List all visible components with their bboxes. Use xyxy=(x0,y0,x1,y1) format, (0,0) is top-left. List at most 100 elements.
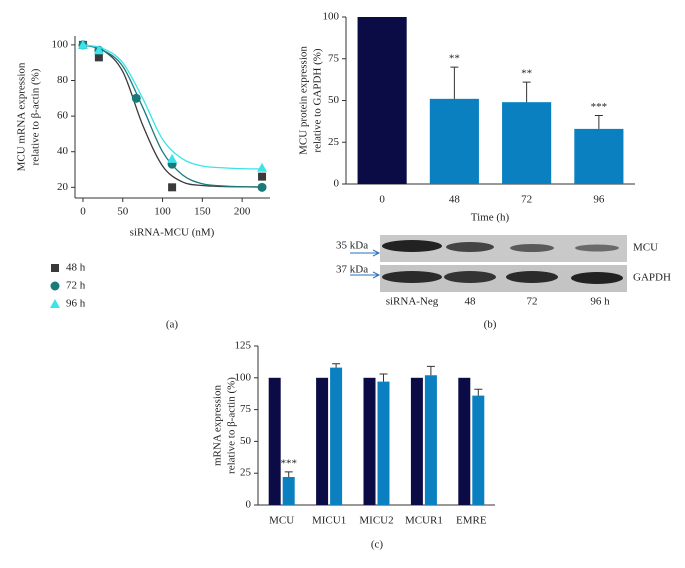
lane-label: 72 xyxy=(527,296,538,308)
x-tick-label: 150 xyxy=(194,206,211,218)
x-tick-label: 50 xyxy=(117,206,129,218)
y-tick-label: 0 xyxy=(246,499,252,511)
error-bar xyxy=(522,81,531,103)
point xyxy=(168,183,177,192)
significance: ** xyxy=(449,53,460,65)
bar xyxy=(377,381,390,505)
bar xyxy=(502,102,552,184)
error-bar xyxy=(426,365,435,376)
panel-label: (a) xyxy=(166,319,179,331)
point xyxy=(257,182,267,192)
point xyxy=(131,93,141,103)
y-tick-label: 0 xyxy=(334,178,340,190)
y-tick-label: 25 xyxy=(328,136,340,148)
panel-label: (b) xyxy=(484,319,497,331)
bar xyxy=(316,377,329,505)
bar xyxy=(357,17,407,184)
bar xyxy=(330,367,343,505)
x-tick-label: 200 xyxy=(234,206,251,218)
legend-label: 72 h xyxy=(66,280,86,292)
error-bar xyxy=(379,373,388,382)
y-tick-label: 50 xyxy=(240,435,252,447)
x-axis-label: siRNA-MCU (nM) xyxy=(130,227,215,239)
point xyxy=(94,53,103,62)
legend-label: 48 h xyxy=(66,262,86,274)
y-tick-label: 100 xyxy=(235,371,252,383)
x-tick-label: MICU2 xyxy=(359,515,393,527)
y-axis-label: relative to β-actin (%) xyxy=(226,377,238,474)
error-bar xyxy=(474,388,483,396)
legend-marker xyxy=(50,281,60,291)
panel-label: (c) xyxy=(371,539,384,551)
bar xyxy=(424,375,437,505)
fit-curve xyxy=(82,44,263,170)
x-tick-label: 100 xyxy=(154,206,171,218)
significance: ** xyxy=(521,68,532,80)
kda-label: 37 kDa xyxy=(336,264,368,276)
protein-label: MCU xyxy=(633,242,658,254)
error-bar xyxy=(450,66,459,99)
y-tick-label: 80 xyxy=(57,74,69,86)
point xyxy=(257,162,268,172)
y-axis-label: MCU protein expression xyxy=(298,46,310,155)
point xyxy=(258,172,267,181)
y-tick-label: 20 xyxy=(57,181,69,193)
point xyxy=(167,153,178,163)
error-bar xyxy=(332,363,341,368)
legend-marker xyxy=(50,299,60,308)
significance: *** xyxy=(591,101,608,113)
bar xyxy=(282,477,295,505)
y-tick-label: 50 xyxy=(328,94,340,106)
point xyxy=(93,45,104,55)
y-axis-label: mRNA expression xyxy=(212,385,224,466)
bar xyxy=(410,377,423,505)
bar xyxy=(472,395,485,505)
error-bar xyxy=(594,115,603,129)
y-tick-label: 40 xyxy=(57,145,69,157)
y-axis-label: MCU mRNA expression xyxy=(16,62,28,171)
x-tick-label: MCU xyxy=(269,515,294,527)
blot-band xyxy=(444,271,496,283)
x-tick-label: 48 xyxy=(449,194,461,206)
x-tick-label: EMRE xyxy=(456,515,487,527)
x-tick-label: MCUR1 xyxy=(405,515,443,527)
arrow-head xyxy=(372,249,381,257)
y-tick-label: 100 xyxy=(52,38,69,50)
legend-label: 96 h xyxy=(66,298,86,310)
x-tick-label: 0 xyxy=(379,194,385,206)
significance: *** xyxy=(280,457,297,469)
y-axis-label: relative to β-actin (%) xyxy=(30,68,42,165)
blot-band xyxy=(575,244,619,252)
y-tick-label: 75 xyxy=(240,403,252,415)
blot-band xyxy=(382,240,442,252)
x-tick-label: 96 xyxy=(593,194,605,206)
bar xyxy=(429,98,479,184)
arrow-head xyxy=(372,271,381,279)
y-tick-label: 75 xyxy=(328,52,340,64)
x-tick-label: 0 xyxy=(80,206,86,218)
y-tick-label: 60 xyxy=(57,110,69,122)
y-tick-label: 125 xyxy=(235,340,252,352)
y-axis-label: relative to GAPDH (%) xyxy=(312,48,324,153)
bar xyxy=(268,377,281,505)
lane-label: 48 xyxy=(465,296,477,308)
bar xyxy=(458,377,471,505)
error-bar xyxy=(284,471,293,478)
x-tick-label: MICU1 xyxy=(312,515,346,527)
y-tick-label: 100 xyxy=(323,11,340,23)
blot-band xyxy=(506,271,558,283)
kda-label: 35 kDa xyxy=(336,240,368,252)
lane-label: siRNA-Neg xyxy=(386,296,439,308)
bar xyxy=(363,377,376,505)
blot-band xyxy=(446,242,494,252)
blot-band xyxy=(382,271,442,283)
x-tick-label: 72 xyxy=(521,194,532,206)
bar xyxy=(574,128,624,184)
lane-label: 96 h xyxy=(590,296,610,308)
western-blot: 35 kDa 37 kDa MCU GAPDH siRNA-Neg 48 72 … xyxy=(336,235,671,308)
x-axis-label: Time (h) xyxy=(471,212,510,224)
legend-marker xyxy=(51,264,59,272)
point xyxy=(77,39,88,49)
protein-label: GAPDH xyxy=(633,272,671,284)
